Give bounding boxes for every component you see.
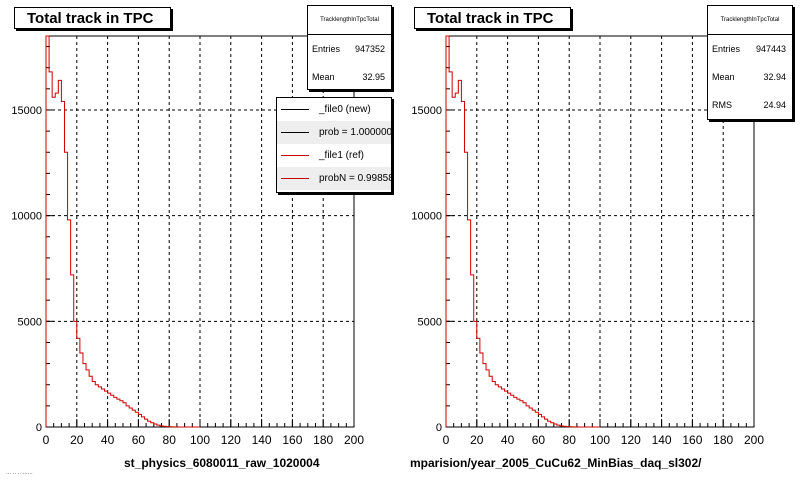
x-tick-label: 40	[101, 433, 115, 447]
legend-swatch	[281, 155, 309, 156]
x-axis-name-left: st_physics_6080011_raw_1020004	[124, 456, 320, 470]
stats-value: 947443	[755, 44, 786, 54]
x-tick-label: 60	[132, 433, 146, 447]
histogram-line	[445, 35, 600, 428]
stats-box-left: TracklengthInTpcTotal Entries 947352 Mea…	[307, 5, 392, 90]
legend-label: probN = 0.99858	[319, 173, 392, 184]
y-tick-label: 5000	[18, 316, 42, 328]
x-tick-label: 160	[282, 433, 302, 447]
x-tick-label: 120	[221, 433, 241, 447]
stats-label: RMS	[712, 100, 732, 110]
stats-value: 32.95	[362, 72, 385, 82]
y-tick-label: 5000	[418, 316, 442, 328]
footer-text: ... .. .. ......	[6, 470, 33, 476]
legend-label: _file0 (new)	[319, 104, 371, 115]
stats-row-entries: Entries 947443	[708, 35, 792, 63]
legend-item: _file0 (new)	[277, 98, 391, 121]
x-tick-label: 40	[501, 433, 515, 447]
x-tick-label: 20	[470, 433, 484, 447]
x-tick-label: 0	[43, 433, 50, 447]
legend-label: _file1 (ref)	[319, 150, 365, 161]
x-tick-label: 80	[163, 433, 177, 447]
x-tick-label: 0	[443, 433, 450, 447]
plot-right: 0 20 40 60 80 100 120 140 160 180 200 0 5000 10000 150…	[411, 35, 764, 447]
x-tick-label: 180	[713, 433, 733, 447]
x-tick-label: 140	[252, 433, 272, 447]
legend-swatch	[281, 109, 309, 110]
x-tick-label: 200	[744, 433, 764, 447]
x-tick-label: 60	[532, 433, 546, 447]
x-axis-name-right: mparision/year_2005_CuCu62_MinBias_daq_s…	[410, 456, 702, 470]
stats-name: TracklengthInTpcTotal	[308, 6, 391, 35]
x-tick-label: 160	[682, 433, 702, 447]
stats-row-rms: RMS 24.94	[708, 91, 792, 119]
y-tick-label: 10000	[411, 211, 442, 223]
legend-label: prob = 1.000000	[319, 127, 392, 138]
y-tick-label: 0	[436, 422, 442, 434]
panel-title-left: Total track in TPC	[14, 7, 171, 29]
x-tick-label: 80	[563, 433, 577, 447]
stats-name: TracklengthInTpcTotal	[708, 6, 792, 35]
stats-label: Mean	[312, 72, 335, 82]
x-tick-label: 180	[313, 433, 333, 447]
y-tick-label: 0	[36, 422, 42, 434]
y-tick-label: 15000	[411, 105, 442, 117]
panel-title-right: Total track in TPC	[414, 7, 571, 29]
x-tick-label: 120	[621, 433, 641, 447]
stats-label: Mean	[712, 72, 735, 82]
legend-item: _file1 (ref)	[277, 144, 391, 167]
x-tick-label: 140	[652, 433, 672, 447]
stats-value: 24.94	[763, 100, 786, 110]
legend: _file0 (new) prob = 1.000000 _file1 (ref…	[276, 97, 392, 193]
y-tick-label: 10000	[11, 211, 42, 223]
stats-label: Entries	[712, 44, 741, 54]
legend-item: probN = 0.99858	[277, 167, 391, 190]
stats-box-right: TracklengthInTpcTotal Entries 947443 Mea…	[707, 5, 793, 120]
y-tick-label: 15000	[11, 105, 42, 117]
stats-value: 32.94	[763, 72, 786, 82]
x-tick-label: 100	[190, 433, 210, 447]
stats-label: Entries	[312, 44, 341, 54]
legend-swatch	[281, 178, 309, 179]
stats-value: 947352	[354, 44, 385, 54]
legend-swatch	[281, 132, 309, 133]
stats-row-mean: Mean 32.94	[708, 63, 792, 91]
histogram-line	[45, 35, 200, 428]
legend-item: prob = 1.000000	[277, 121, 391, 144]
stats-row-mean: Mean 32.95	[308, 63, 391, 91]
x-tick-label: 200	[344, 433, 364, 447]
x-tick-label: 20	[70, 433, 84, 447]
x-tick-label: 100	[590, 433, 610, 447]
stats-row-entries: Entries 947352	[308, 35, 391, 63]
